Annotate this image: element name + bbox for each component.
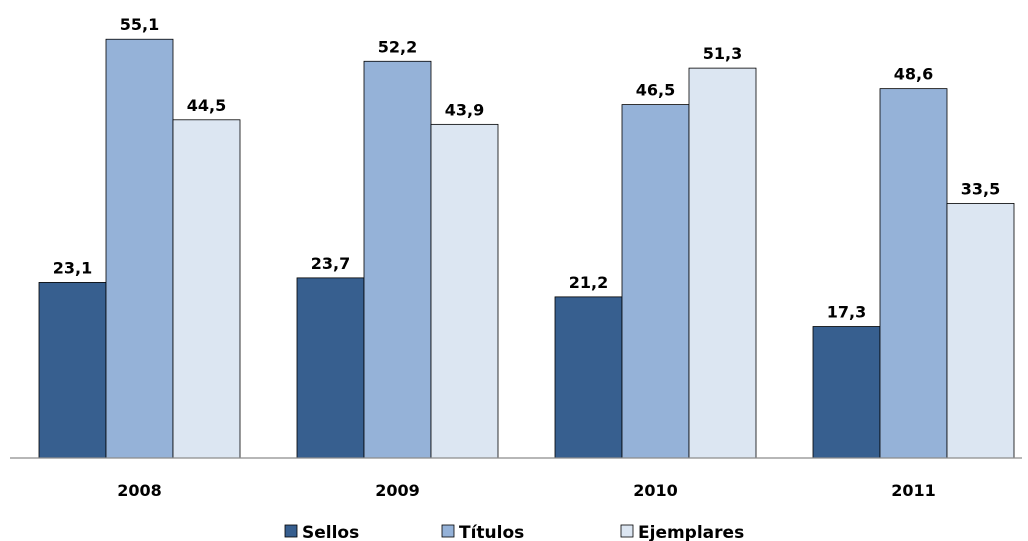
data-label-ejemplares-2011: 33,5 [961,179,1000,198]
x-tick-label-2010: 2010 [633,481,678,500]
bar-sellos-2011 [812,326,881,459]
bar-sellos-2008 [38,282,107,459]
bar-ejemplares-2009 [430,123,499,459]
legend-swatch-titulos [441,524,455,538]
data-label-sellos-2011: 17,3 [827,303,866,322]
legend-label-sellos: Sellos [302,523,359,541]
legend-swatch-ejemplares [620,524,634,538]
data-label-sellos-2010: 21,2 [569,273,608,292]
data-label-sellos-2009: 23,7 [311,254,350,273]
bar-sellos-2010 [554,296,623,459]
bars-layer [38,38,1015,459]
x-tick-label-2009: 2009 [375,481,420,500]
bar-titulos-2008 [105,38,174,459]
x-tick-label-2008: 2008 [117,481,162,500]
data-label-sellos-2008: 23,1 [53,258,92,277]
legend-label-ejemplares: Ejemplares [638,523,744,541]
data-label-titulos-2011: 48,6 [894,65,933,84]
bar-sellos-2009 [296,277,365,459]
data-labels-layer: 23,1 55,1 44,5 23,7 52,2 43,9 21,2 46,5 51,3 17,3… [53,15,1000,321]
data-label-titulos-2010: 46,5 [636,81,675,100]
legend: Sellos Títulos Ejemplares [284,523,744,541]
bar-ejemplares-2008 [172,119,241,459]
bar-titulos-2010 [621,104,690,459]
legend-swatch-sellos [284,524,298,538]
x-tick-labels: 2008 2009 2010 2011 [117,481,936,500]
data-label-ejemplares-2010: 51,3 [703,44,742,63]
bar-ejemplares-2011 [946,202,1015,459]
x-tick-label-2011: 2011 [891,481,936,500]
bar-titulos-2011 [879,88,948,459]
data-label-titulos-2008: 55,1 [120,15,159,34]
data-label-titulos-2009: 52,2 [378,37,417,56]
data-label-ejemplares-2008: 44,5 [187,96,226,115]
bar-titulos-2009 [363,60,432,459]
legend-label-titulos: Títulos [459,523,524,541]
bar-ejemplares-2010 [688,67,757,459]
data-label-ejemplares-2009: 43,9 [445,100,484,119]
